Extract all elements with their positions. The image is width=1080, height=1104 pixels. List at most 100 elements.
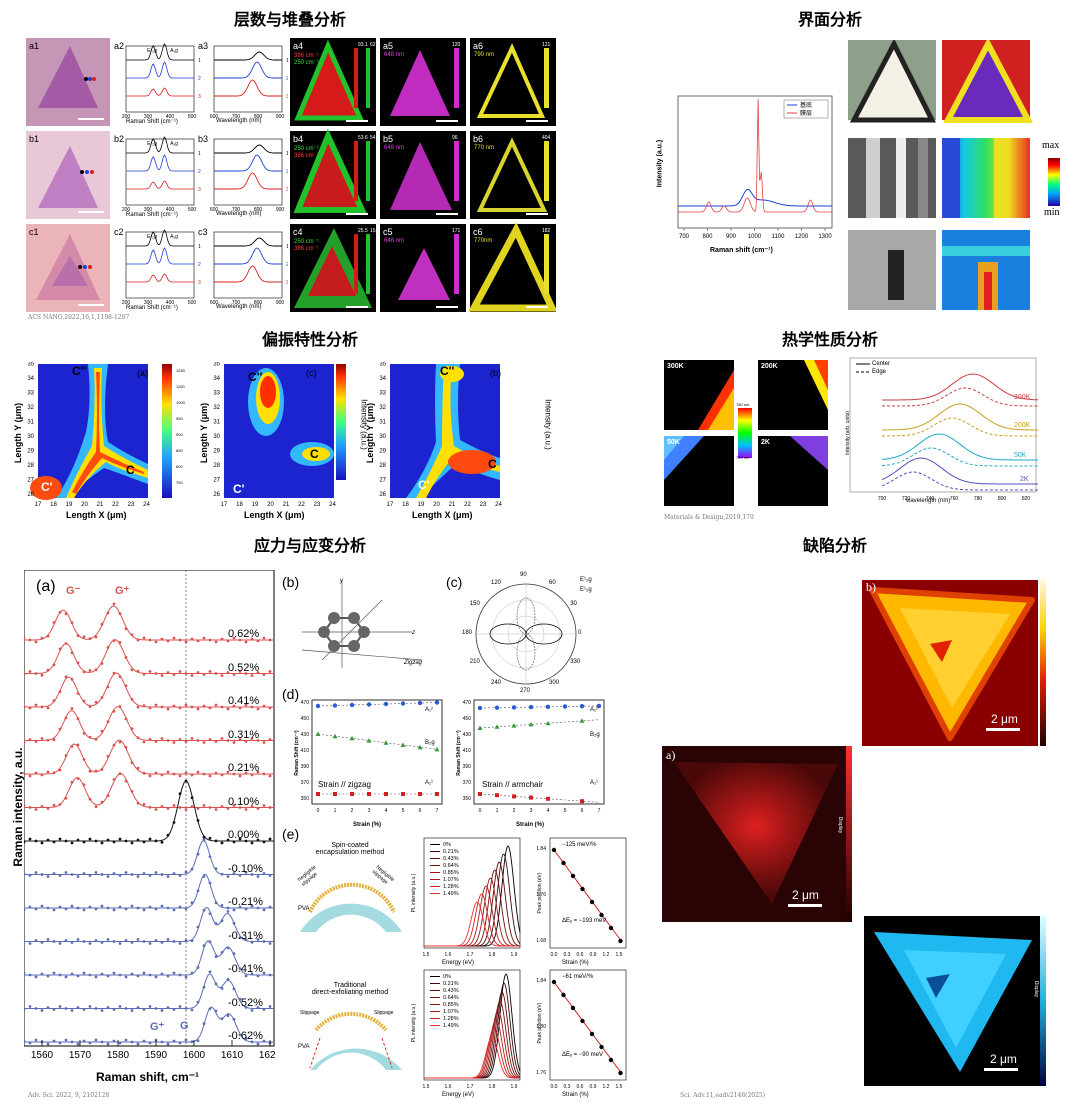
trace-index: 3 bbox=[198, 280, 201, 286]
d-xtick: 1 bbox=[334, 808, 337, 814]
strain-data-point bbox=[46, 634, 50, 638]
e-pl-xtick: 1.6 bbox=[445, 1084, 452, 1090]
strain-data-point bbox=[64, 839, 68, 843]
pl-legend-entry: 0.43% bbox=[430, 988, 459, 994]
strain-data-point bbox=[154, 740, 158, 743]
map-a5-label: 648 nm bbox=[384, 52, 405, 58]
pl-axes bbox=[213, 45, 283, 113]
strain-data-point bbox=[124, 939, 128, 942]
polar-angle-labels: 90 60 30 0 330 300 270 240 210 180 150 120 bbox=[462, 572, 600, 694]
strain-data-point bbox=[112, 710, 116, 713]
pl-trace bbox=[214, 154, 282, 172]
pl-trace bbox=[214, 61, 282, 79]
pl-legend-swatch bbox=[430, 990, 440, 992]
d-ytick: 430 bbox=[463, 732, 472, 738]
strain-data-point bbox=[118, 675, 122, 678]
cbar-a4-top2: 62.1 bbox=[370, 42, 380, 48]
strain-data-point bbox=[94, 769, 98, 773]
strain-raman-stack: 1560 1570 1580 1590 1600 1610 1620 bbox=[24, 570, 276, 1060]
strain-data-point bbox=[160, 1040, 164, 1044]
trace-index: 3 bbox=[198, 187, 201, 193]
strain-data-point bbox=[262, 908, 266, 912]
strain-data-point bbox=[24, 673, 26, 676]
pol-xtick: 20 bbox=[267, 502, 274, 508]
strain-data-point bbox=[124, 1038, 128, 1042]
d-point bbox=[511, 723, 517, 728]
strain-method-diagrams bbox=[300, 882, 402, 1070]
strain-data-point bbox=[100, 873, 104, 876]
strain-data-point bbox=[172, 741, 176, 744]
strain-data-point bbox=[100, 1040, 104, 1044]
strain-data-point bbox=[226, 910, 230, 913]
strain-data-point bbox=[76, 838, 80, 842]
strain-data-point bbox=[148, 774, 152, 778]
strain-data-point bbox=[238, 806, 242, 809]
d-point bbox=[529, 795, 533, 800]
strain-data-point bbox=[268, 837, 272, 841]
strain-data-point bbox=[100, 1009, 104, 1012]
pl-legend-swatch bbox=[430, 1011, 440, 1013]
thermal-center-curve bbox=[881, 433, 1038, 461]
strain-data-point bbox=[166, 639, 170, 643]
pol-ytick: 26 bbox=[379, 492, 386, 498]
strain-data-point bbox=[94, 1007, 98, 1010]
strain-data-point bbox=[64, 975, 68, 979]
strain-data-point bbox=[184, 740, 188, 743]
pl-legend-label: 1.28% bbox=[443, 1016, 459, 1022]
pol-ytick: 29 bbox=[213, 449, 220, 455]
strain-data-point bbox=[82, 971, 86, 975]
thermal-edge-curve bbox=[882, 387, 1038, 407]
strain-data-point bbox=[190, 637, 194, 641]
strain-data-point bbox=[214, 922, 218, 925]
strain-data-point bbox=[24, 872, 26, 875]
strain-data-point bbox=[70, 621, 74, 624]
strain-data-point bbox=[202, 908, 206, 912]
strain-data-point bbox=[178, 1041, 182, 1045]
d-point bbox=[316, 792, 320, 796]
strain-data-point bbox=[196, 966, 200, 969]
strain-data-point bbox=[70, 780, 74, 784]
label-b1: b1 bbox=[29, 134, 40, 144]
d-xtick: 1 bbox=[496, 808, 499, 814]
raman-tick: 400 bbox=[166, 114, 175, 120]
e-pp-xtick: 0.0 bbox=[551, 952, 558, 958]
strain-data-point bbox=[196, 819, 200, 822]
strain-data-point bbox=[88, 669, 92, 672]
d-point bbox=[511, 705, 517, 710]
strain-data-point bbox=[244, 871, 248, 874]
strain-data-point bbox=[166, 833, 170, 837]
defect-tag-a: a) bbox=[666, 748, 676, 762]
strain-data-point bbox=[88, 942, 92, 945]
e-top-slope: −125 meV/% bbox=[562, 842, 597, 848]
d-point bbox=[512, 794, 516, 799]
strain-data-point bbox=[166, 875, 170, 878]
strain-data-point bbox=[160, 972, 164, 976]
d-point bbox=[366, 738, 372, 743]
d-point bbox=[546, 796, 550, 801]
e-pp-point bbox=[599, 1044, 604, 1050]
peak-label: A₁g bbox=[170, 141, 178, 147]
pol-ytick: 33 bbox=[27, 391, 34, 397]
strain-data-point bbox=[76, 661, 80, 665]
strain-data-point bbox=[52, 1039, 56, 1043]
strain-data-point bbox=[178, 874, 182, 877]
strain-data-point bbox=[214, 640, 218, 644]
strain-data-point bbox=[28, 706, 32, 710]
strain-data-point bbox=[244, 907, 248, 911]
label-b3: b3 bbox=[198, 134, 209, 144]
strain-data-point bbox=[94, 1038, 98, 1042]
pl-legend-label: 0% bbox=[443, 974, 451, 980]
strain-data-point bbox=[172, 704, 176, 708]
defect-cbar-label-c: Display bbox=[1033, 980, 1040, 998]
pol-ytick: 26 bbox=[27, 492, 34, 498]
strain-tag-d: (d) bbox=[282, 686, 300, 702]
strain-data-point bbox=[226, 639, 230, 643]
raman-xlabel-c: Raman Shift (cm⁻¹) bbox=[126, 305, 178, 311]
defect-tag-b: b) bbox=[866, 580, 876, 594]
strain-data-point bbox=[148, 874, 152, 877]
strain-data-point bbox=[226, 807, 230, 810]
pl-legend-label: 1.49% bbox=[443, 891, 459, 897]
d-xtick: 2 bbox=[513, 808, 516, 814]
strain-data-point bbox=[184, 640, 188, 644]
pol-xtick: 21 bbox=[283, 502, 290, 508]
